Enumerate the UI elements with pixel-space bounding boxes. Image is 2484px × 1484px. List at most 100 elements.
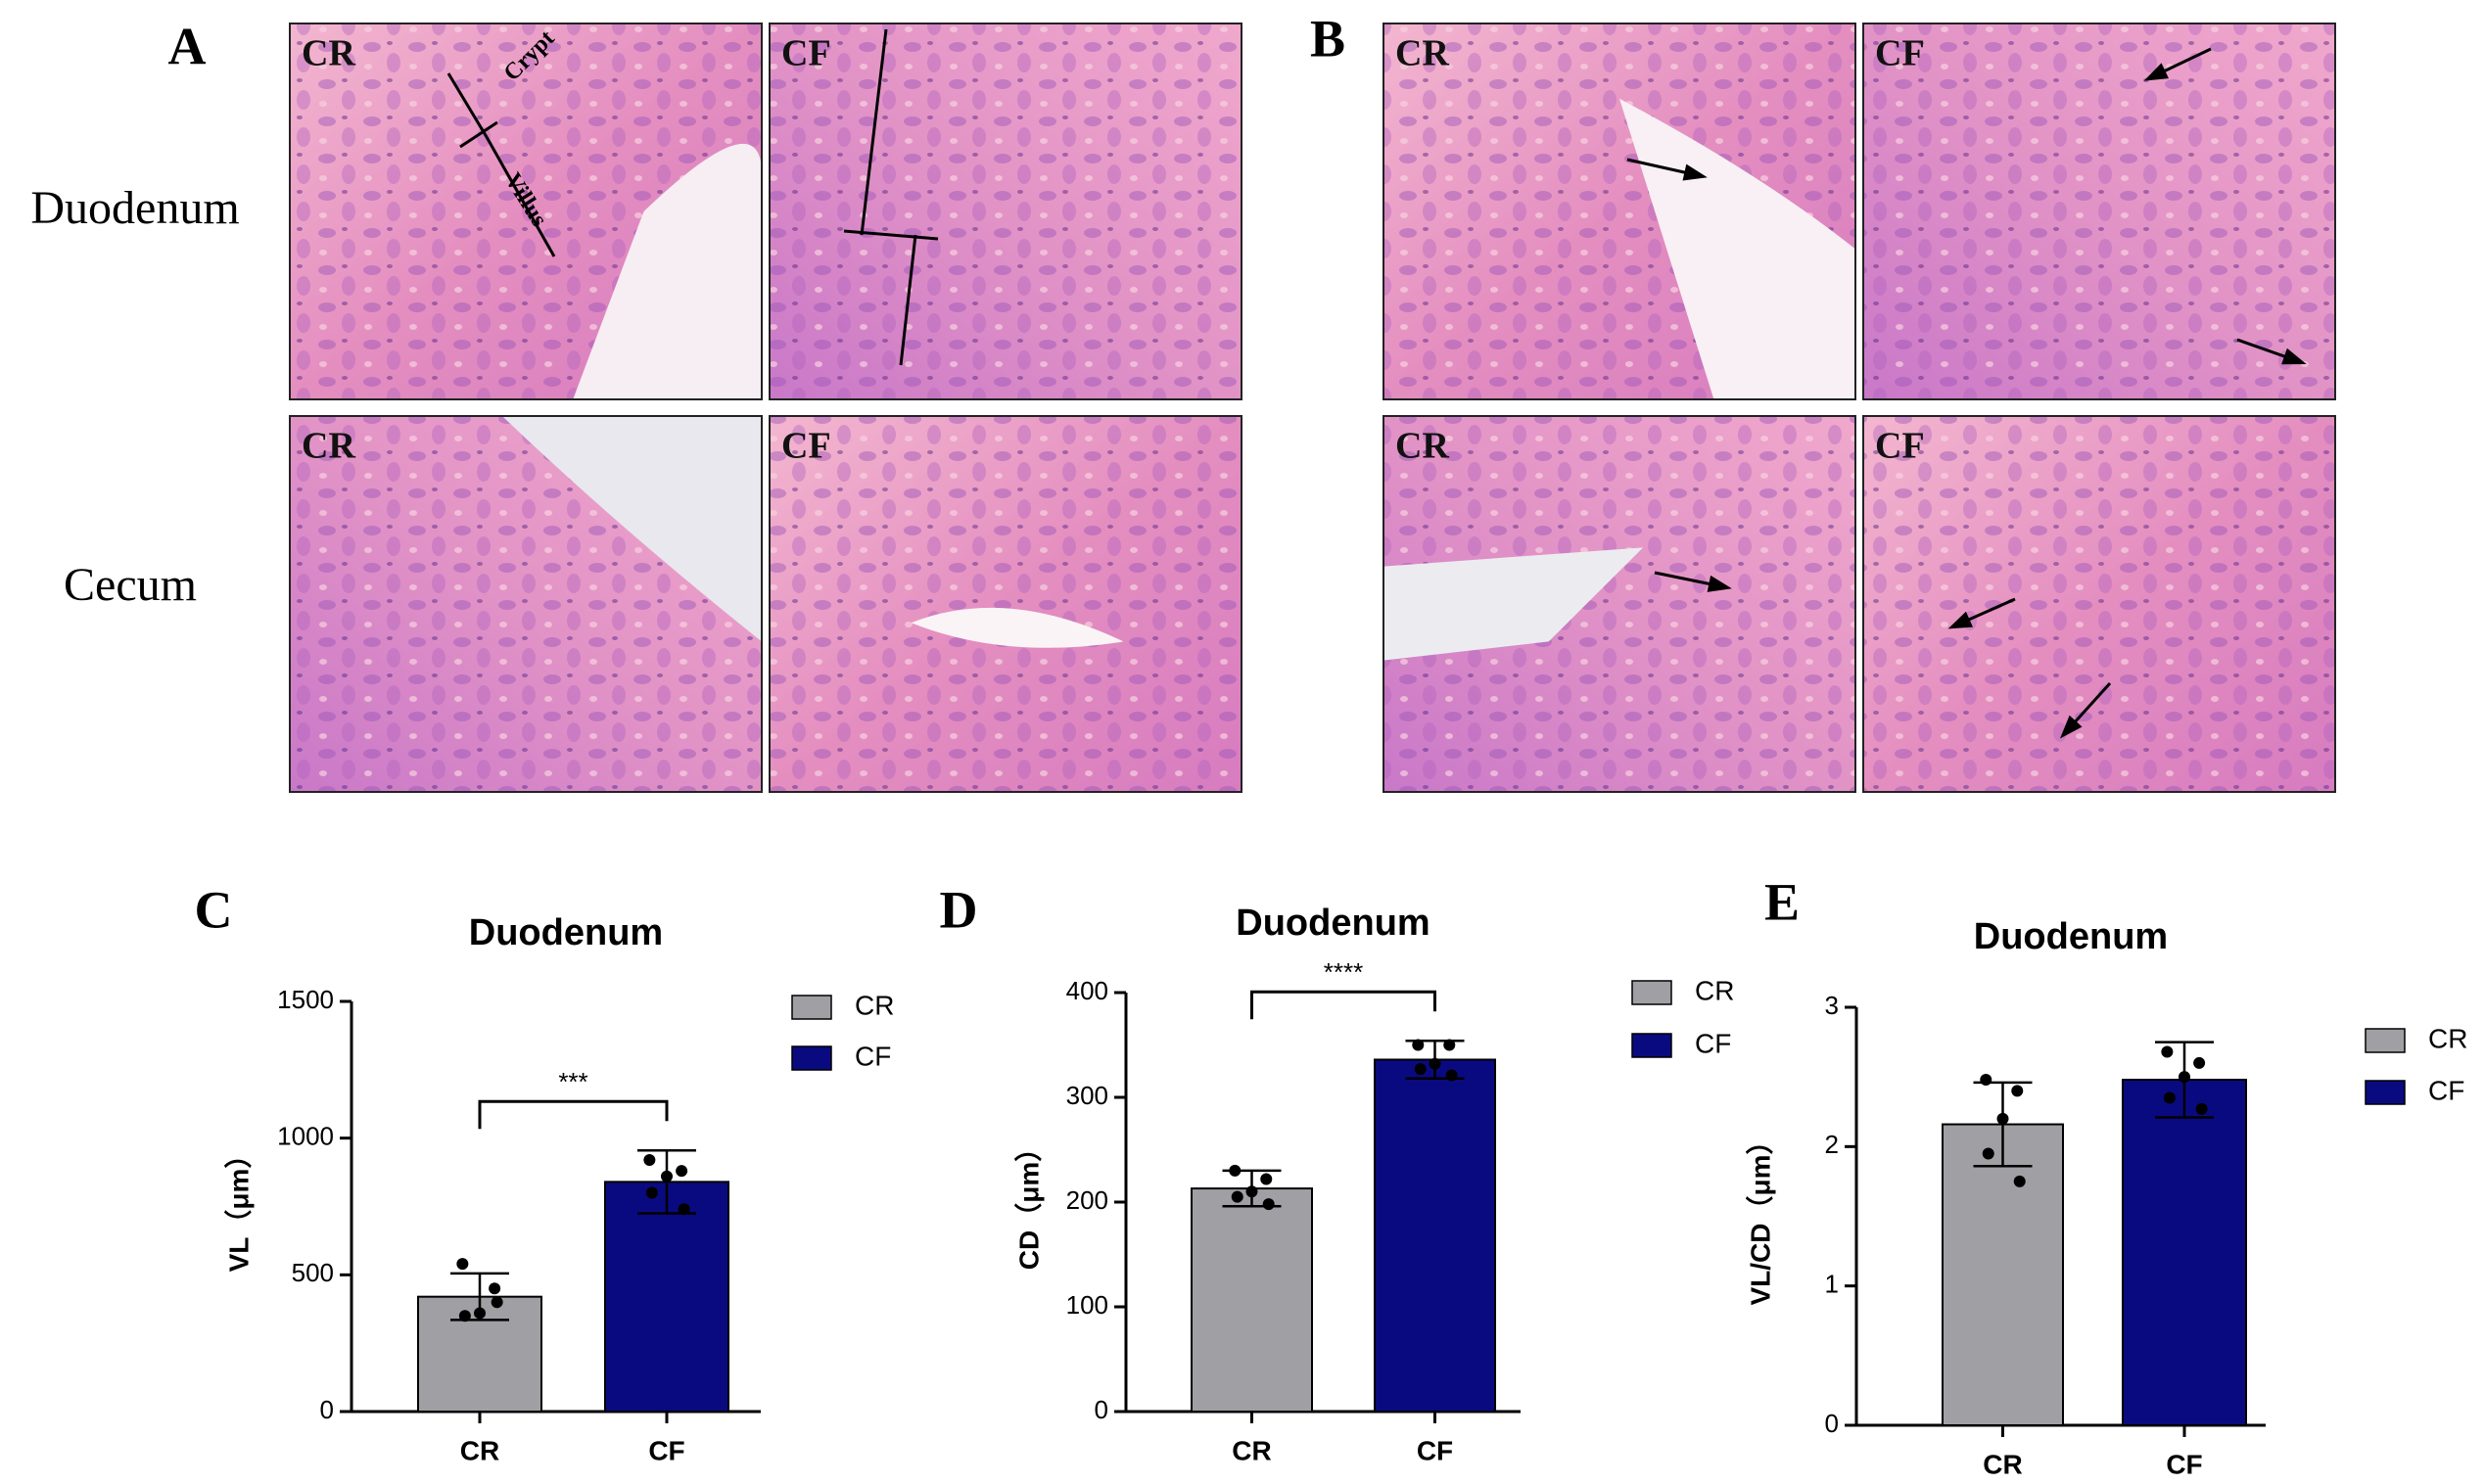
image-label: CF <box>1875 33 1925 74</box>
x-tick-label: CF <box>2166 1449 2202 1479</box>
image-texture <box>770 416 1242 792</box>
panel-label: A <box>168 17 207 75</box>
y-tick-label: 0 <box>320 1395 334 1424</box>
image-border <box>1862 23 2336 400</box>
measure-line <box>459 120 498 149</box>
y-tick-label: 0 <box>1825 1409 1839 1438</box>
legend-swatch <box>1631 980 1672 1005</box>
legend-swatch <box>1631 1033 1672 1058</box>
data-point <box>1229 1164 1242 1177</box>
lumen <box>911 607 1124 648</box>
arrow-head <box>1707 575 1732 592</box>
bar <box>604 1181 729 1413</box>
y-tick-label: 1500 <box>277 985 334 1014</box>
data-point <box>1982 1147 1994 1160</box>
panel-label: E <box>1764 872 1800 931</box>
data-point <box>678 1203 690 1216</box>
data-point <box>1412 1039 1425 1051</box>
data-point <box>1443 1039 1456 1051</box>
charts: DuodenumVL（μm）050010001500CRCRCFCF***Duo… <box>222 903 2467 1479</box>
data-point <box>1245 1185 1258 1198</box>
lumen <box>1383 547 1644 661</box>
data-point <box>2163 1091 2176 1104</box>
data-point <box>2193 1056 2206 1069</box>
x-tick-label: CR <box>460 1435 499 1465</box>
histology-image: CR <box>289 23 763 400</box>
legend-label: CF <box>2428 1075 2464 1105</box>
data-point <box>661 1170 673 1183</box>
image-border <box>769 23 1242 400</box>
bar <box>2122 1079 2247 1426</box>
data-point <box>474 1307 486 1320</box>
image-border <box>1383 23 1856 400</box>
y-tick-label: 1 <box>1825 1270 1839 1299</box>
legend-swatch <box>791 995 832 1020</box>
data-point <box>489 1282 501 1295</box>
arrow-head <box>1947 611 1973 629</box>
lumen <box>501 416 762 642</box>
image-texture <box>770 23 1242 399</box>
arrow-head <box>1682 163 1708 181</box>
x-tick-label: CR <box>1232 1435 1271 1465</box>
histology-image: CF <box>769 23 1242 400</box>
y-tick-label: 400 <box>1066 976 1108 1005</box>
panel-label: B <box>1310 9 1345 68</box>
legend-swatch <box>791 1045 832 1071</box>
x-tick-label: CF <box>648 1435 684 1465</box>
significance-bracket <box>1250 990 1436 1020</box>
data-point <box>676 1165 688 1178</box>
data-point <box>458 1310 471 1322</box>
legend-swatch <box>2365 1028 2406 1053</box>
panel-label: D <box>940 880 978 939</box>
chart-title: Duodenum <box>1236 903 1429 944</box>
arrow-head <box>2059 715 2083 739</box>
data-point <box>2013 1175 2026 1187</box>
y-tick-label: 1000 <box>277 1122 334 1151</box>
y-tick-label: 200 <box>1066 1185 1108 1215</box>
image-label: CR <box>302 426 355 467</box>
panel-label: C <box>195 880 233 939</box>
image-label: CR <box>1395 426 1449 467</box>
data-point <box>1414 1063 1427 1076</box>
image-label: CR <box>302 33 355 74</box>
data-point <box>1445 1069 1458 1082</box>
row-label: Duodenum <box>30 182 239 234</box>
image-border <box>289 23 763 400</box>
arrow-head <box>2143 63 2169 81</box>
measure-line <box>446 72 489 138</box>
histology-image: CR <box>1383 415 1856 793</box>
data-point <box>2011 1085 2024 1097</box>
image-texture <box>1863 23 2335 399</box>
legend-label: CR <box>2428 1023 2467 1053</box>
image-label: CF <box>781 33 831 74</box>
data-point <box>1262 1198 1275 1211</box>
histology-image: CF <box>769 415 1242 793</box>
y-axis-label: CD（μm） <box>1012 1135 1044 1270</box>
data-point <box>643 1154 656 1167</box>
measure-line <box>899 234 917 366</box>
data-point <box>1980 1074 1992 1087</box>
lumen <box>1619 98 1855 400</box>
y-tick-label: 500 <box>292 1258 334 1287</box>
legend-label: CF <box>855 1041 891 1071</box>
image-label: CF <box>781 426 831 467</box>
legend-label: CR <box>855 990 894 1020</box>
legend-label: CR <box>1695 975 1734 1005</box>
image-label: CF <box>1875 426 1925 467</box>
data-point <box>1996 1112 2009 1125</box>
bar <box>1374 1058 1496 1413</box>
legend-swatch <box>2365 1080 2406 1105</box>
significance-label: *** <box>558 1067 587 1096</box>
bar <box>1191 1187 1313 1413</box>
histology-image: CF <box>1862 415 2336 793</box>
x-tick-label: CF <box>1417 1435 1453 1465</box>
data-point <box>1231 1190 1243 1203</box>
arrow-head <box>2281 348 2307 365</box>
measure-line <box>485 136 556 257</box>
chart-title: Duodenum <box>1974 916 2168 957</box>
chart-title: Duodenum <box>469 912 663 953</box>
image-label: CR <box>1395 33 1449 74</box>
measure-line <box>843 229 939 241</box>
